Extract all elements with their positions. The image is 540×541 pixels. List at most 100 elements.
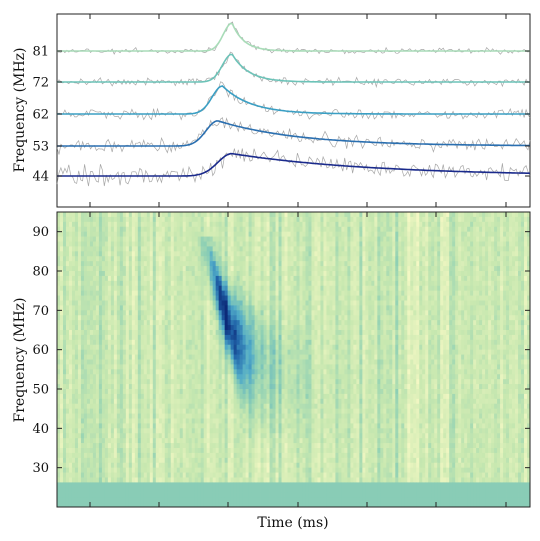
heatmap-cell [209,339,214,346]
heatmap-cell [293,246,297,252]
heatmap-cell [452,246,456,252]
heatmap-cell [386,212,390,218]
heatmap-cell [113,344,118,351]
heatmap-cell [401,285,405,292]
heatmap-cell [488,320,492,326]
heatmap-cell [284,256,288,262]
heatmap-cell [272,320,276,326]
heatmap-cell [407,251,411,257]
heatmap-cell [254,231,258,237]
heatmap-cell [350,251,354,257]
heatmap-cell [209,216,214,223]
heatmap-cell [380,226,384,233]
heatmap-cell [416,285,420,292]
heatmap-cell [389,295,393,301]
heatmap-cell [476,349,480,355]
heatmap-cell [521,251,525,257]
heatmap-cell [161,231,166,237]
heatmap-cell [107,231,112,237]
heatmap-cell [311,241,315,247]
heatmap-cell [389,344,393,351]
heatmap-cell [227,246,232,252]
heatmap-cell [98,212,103,218]
heatmap-cell [113,295,118,301]
heatmap-cell [431,221,435,228]
heatmap-cell [257,226,261,233]
heatmap-cell [170,344,175,351]
heatmap-cell [224,349,229,355]
heatmap-cell [404,275,408,282]
heatmap-cell [239,305,243,311]
heatmap-cell [323,216,327,223]
heatmap-cell [329,261,333,267]
heatmap-cell [161,334,166,341]
heatmap-cell [368,236,372,242]
heatmap-cell [182,246,187,252]
heatmap-cell [488,334,492,341]
heatmap-cell [119,261,124,267]
heatmap-cell [416,344,420,351]
heatmap-cell [272,256,276,262]
profile-data-53 [56,117,531,155]
heatmap-cell [158,280,163,287]
heatmap-cell [374,339,378,346]
heatmap-cell [494,246,498,252]
heatmap-cell [473,334,477,341]
heatmap-cell [389,285,393,292]
heatmap-cell [299,295,303,301]
heatmap-cell [113,325,118,331]
heatmap-cell [356,212,360,218]
heatmap-cell [458,325,462,331]
heatmap-cell [338,285,342,292]
heatmap-cell [296,251,300,257]
heatmap-cell [428,300,432,306]
heatmap-cell [206,310,211,316]
heatmap-cell [149,236,154,242]
heatmap-cell [242,359,246,365]
heatmap-cell [359,344,363,351]
heatmap-cell [131,261,136,267]
heatmap-cell [461,300,465,306]
heatmap-cell [485,354,489,360]
heatmap-cell [395,231,399,237]
heatmap-cell [113,221,118,228]
heatmap-cell [98,300,103,306]
heatmap-cell [395,261,399,267]
heatmap-cell [209,236,214,242]
heatmap-cell [182,330,187,336]
heatmap-cell [107,256,112,262]
heatmap-cell [470,280,474,287]
heatmap-cell [485,320,489,326]
heatmap-cell [245,251,249,257]
heatmap-cell [401,310,405,316]
heatmap-cell [284,310,288,316]
heatmap-cell [425,300,429,306]
heatmap-cell [86,364,91,370]
heatmap-cell [245,310,249,316]
heatmap-cell [173,271,178,277]
heatmap-cell [158,285,163,292]
heatmap-cell [458,221,462,228]
heatmap-cell [365,344,369,351]
heatmap-cell [263,251,267,257]
heatmap-cell [206,359,211,365]
heatmap-cell [155,330,160,336]
heatmap-cell [92,300,97,306]
heatmap-cell [413,310,417,316]
heatmap-cell [515,226,519,233]
heatmap-cell [269,295,273,301]
heatmap-cell [437,231,441,237]
heatmap-cell [440,226,444,233]
heatmap-cell [191,290,196,296]
heatmap-cell [71,226,76,233]
heatmap-cell [224,246,229,252]
heatmap-cell [368,285,372,292]
heatmap-cell [428,216,432,223]
heatmap-cell [143,251,148,257]
heatmap-cell [293,275,297,282]
heatmap-cell [503,344,507,351]
heatmap-cell [140,236,145,242]
heatmap-cell [176,354,181,360]
heatmap-cell [236,266,241,272]
heatmap-cell [380,330,384,336]
